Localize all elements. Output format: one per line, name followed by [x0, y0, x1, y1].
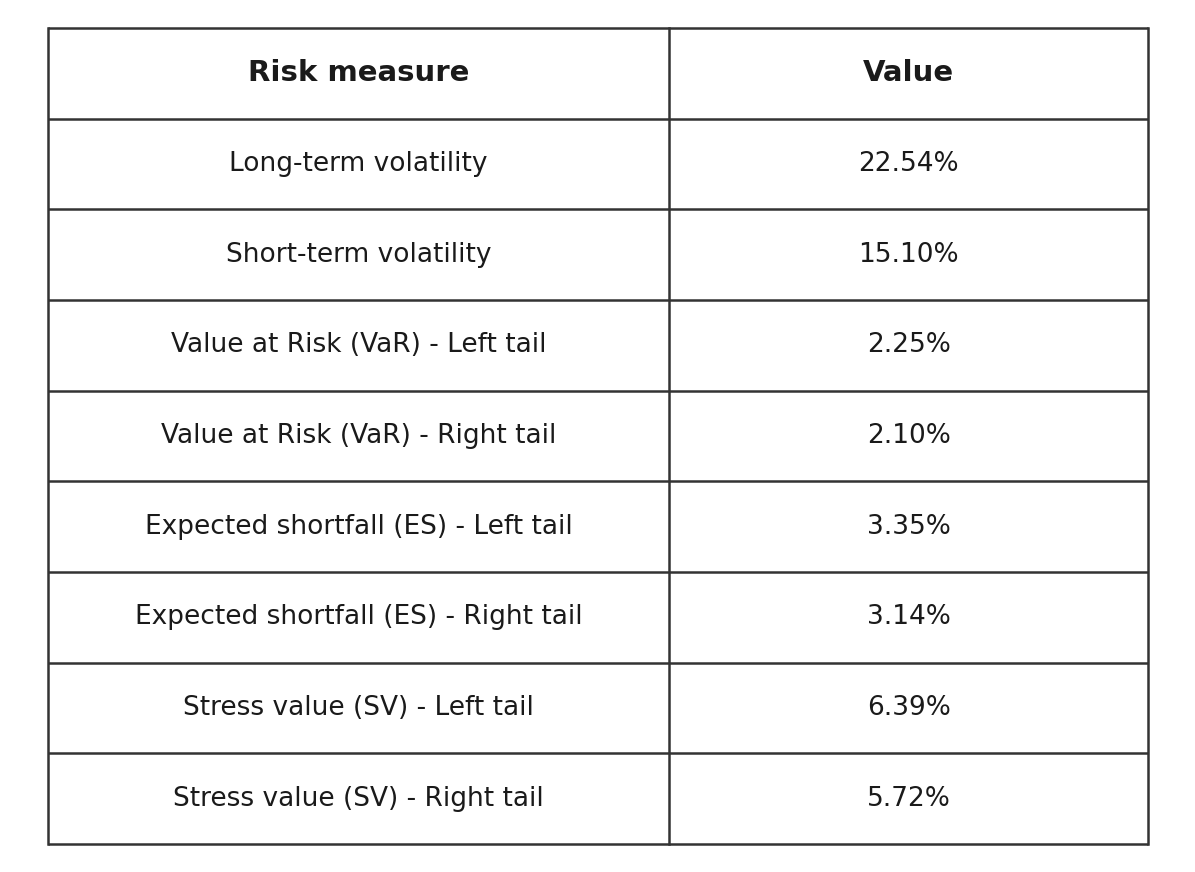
Text: Value at Risk (VaR) - Right tail: Value at Risk (VaR) - Right tail	[161, 423, 557, 449]
Text: Risk measure: Risk measure	[249, 59, 470, 87]
Text: Long-term volatility: Long-term volatility	[229, 151, 488, 177]
Text: Value: Value	[863, 59, 955, 87]
Text: Expected shortfall (ES) - Right tail: Expected shortfall (ES) - Right tail	[135, 604, 582, 630]
Text: Value at Risk (VaR) - Left tail: Value at Risk (VaR) - Left tail	[171, 332, 546, 358]
Text: 3.35%: 3.35%	[866, 514, 951, 540]
Text: Stress value (SV) - Right tail: Stress value (SV) - Right tail	[173, 786, 544, 812]
Text: 2.25%: 2.25%	[866, 332, 951, 358]
Text: 22.54%: 22.54%	[858, 151, 960, 177]
Text: 15.10%: 15.10%	[858, 242, 960, 268]
Text: Short-term volatility: Short-term volatility	[226, 242, 491, 268]
Text: Stress value (SV) - Left tail: Stress value (SV) - Left tail	[183, 695, 534, 721]
Text: 3.14%: 3.14%	[866, 604, 951, 630]
Text: 6.39%: 6.39%	[866, 695, 951, 721]
Text: 2.10%: 2.10%	[866, 423, 951, 449]
Text: 5.72%: 5.72%	[866, 786, 951, 812]
Text: Expected shortfall (ES) - Left tail: Expected shortfall (ES) - Left tail	[145, 514, 572, 540]
